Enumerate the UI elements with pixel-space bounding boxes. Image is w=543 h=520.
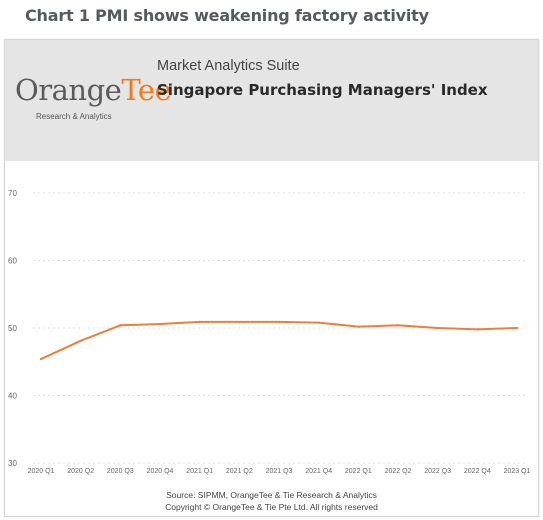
y-tick-label: 70 [8, 189, 17, 198]
y-tick-label: 40 [8, 392, 17, 401]
orangetee-logo: OrangeTee [15, 73, 172, 107]
x-tick-label: 2020 Q1 [28, 468, 55, 475]
x-tick-label: 2022 Q3 [424, 468, 451, 475]
x-tick-label: 2021 Q1 [186, 468, 213, 475]
y-tick-label: 30 [8, 459, 17, 468]
x-tick-label: 2021 Q4 [305, 468, 332, 475]
x-tick-label: 2021 Q2 [226, 468, 253, 475]
data-point [476, 328, 479, 331]
x-tick-label: 2022 Q1 [345, 468, 372, 475]
x-tick-label: 2022 Q2 [385, 468, 412, 475]
data-point [39, 357, 43, 361]
data-point [357, 325, 360, 328]
x-tick-label: 2021 Q3 [266, 468, 293, 475]
x-tick-label: 2020 Q4 [147, 468, 174, 475]
data-point [436, 326, 439, 330]
x-tick-label: 2023 Q1 [504, 468, 531, 475]
page-heading: Chart 1 PMI shows weakening factory acti… [25, 6, 429, 25]
suite-label: Market Analytics Suite [157, 58, 300, 74]
data-point [79, 339, 82, 342]
x-tick-label: 2020 Q3 [107, 468, 134, 475]
data-point [277, 320, 281, 324]
data-point [396, 324, 400, 327]
chart-panel: OrangeTee Research & Analytics Market An… [4, 39, 539, 517]
y-tick-label: 50 [8, 324, 17, 333]
logo-main-text: Orange [15, 73, 122, 107]
series-line [40, 320, 518, 361]
logo-accent-text: Tee [121, 73, 172, 107]
x-tick-label: 2020 Q2 [67, 468, 94, 475]
data-point [238, 320, 241, 324]
chart-title: Singapore Purchasing Managers' Index [157, 81, 488, 99]
source-note: Source: SIPMM, OrangeTee & Tie Research … [166, 490, 377, 500]
x-tick-label: 2022 Q4 [464, 468, 491, 475]
copyright-note: Copyright © OrangeTee & Tie Pte Ltd. All… [165, 502, 378, 512]
data-point [158, 322, 162, 326]
data-point [119, 324, 122, 327]
data-point [515, 326, 519, 330]
data-point [198, 320, 201, 324]
logo-subtitle: Research & Analytics [36, 112, 112, 121]
chart-header: OrangeTee Research & Analytics Market An… [5, 40, 538, 161]
data-point [317, 321, 320, 324]
y-tick-label: 60 [8, 257, 17, 266]
line-chart: 30 40 50 60 70 2020 Q1 2020 Q2 2020 Q3 2020 Q4 20… [8, 189, 531, 475]
